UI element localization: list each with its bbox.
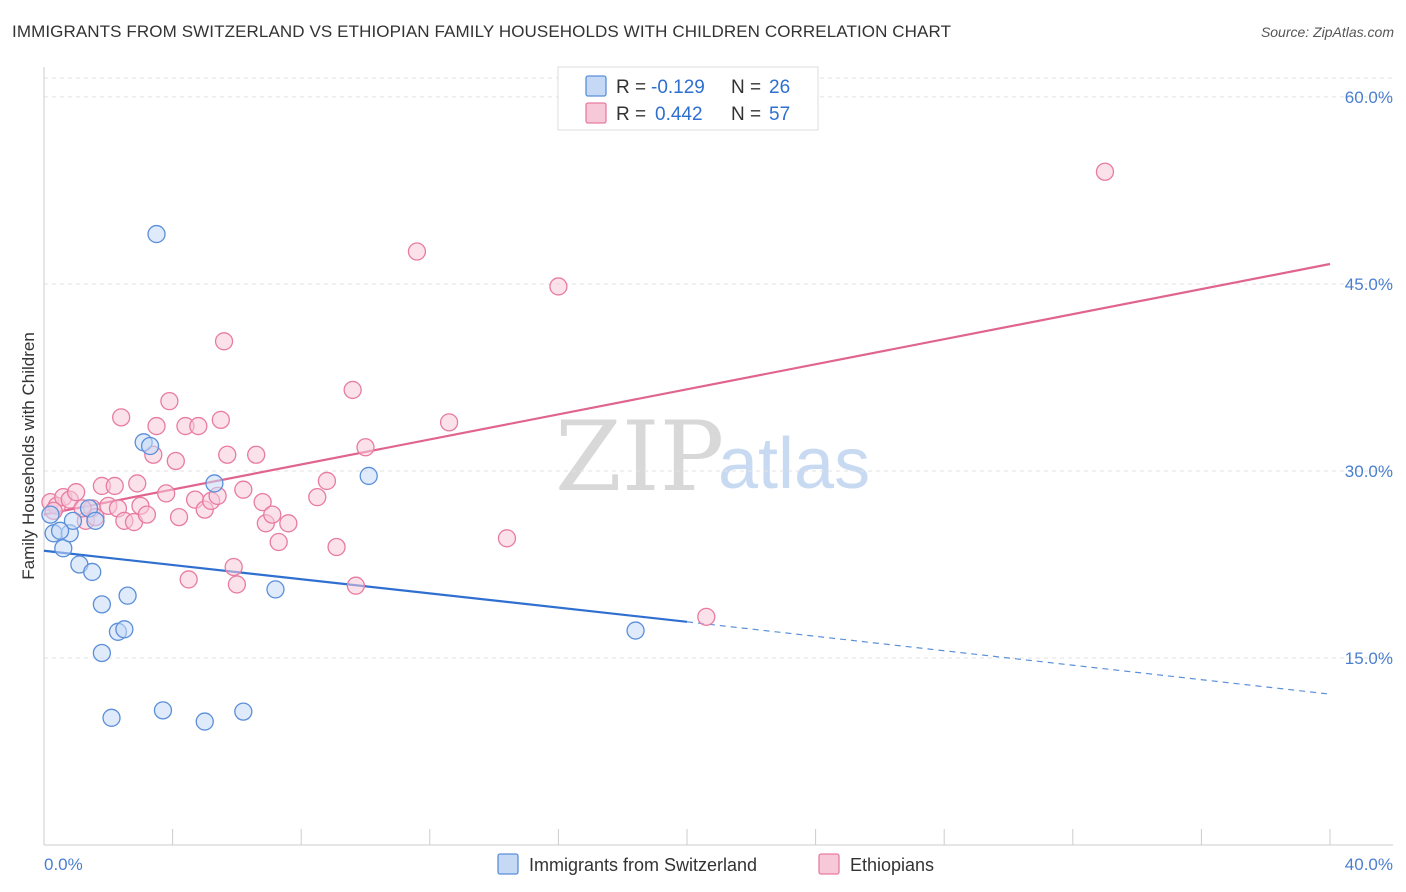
point-ethiopians-23 [169,507,189,527]
point-switzerland-13 [118,586,137,605]
point-ethiopians-12 [112,408,131,427]
legend-r-label-1: R = [616,77,646,98]
trend-lines [43,262,1331,695]
point-ethiopians-31 [211,410,230,430]
trend-line-switzerland-extension [686,621,1331,695]
axes [43,67,1393,846]
point-ethiopians-47 [346,576,366,595]
point-ethiopians-19 [147,416,166,436]
x-tick-label-min: 0.0% [44,855,83,874]
point-ethiopians-15 [128,474,147,493]
point-ethiopians-17 [137,505,157,524]
legend-swatch-ethiopians [585,102,607,124]
legend-n-label-2: N = [731,104,761,125]
watermark-atlas: atlas [718,424,870,504]
point-switzerland-18 [195,712,214,731]
y-tick-label-60: 60.0% [1345,88,1393,107]
point-ethiopians-54 [1095,162,1115,181]
point-ethiopians-20 [157,484,176,503]
series-legend-swatch-ethiopians [818,853,840,875]
point-switzerland-9 [92,643,112,663]
point-switzerland-23 [626,621,645,640]
correlation-legend: R = -0.129 N = 26 R = 0.442 N = 57 [557,66,819,131]
chart-title: IMMIGRANTS FROM SWITZERLAND VS ETHIOPIAN… [12,22,952,41]
point-ethiopians-32 [214,332,234,351]
legend-r-label-2: R = [616,104,646,125]
point-switzerland-22 [359,466,378,486]
point-ethiopians-36 [234,480,253,499]
point-ethiopians-40 [263,505,282,524]
point-switzerland-15 [140,436,160,456]
point-switzerland-20 [234,702,253,721]
legend-n-value-2: 57 [769,104,790,125]
point-ethiopians-33 [218,445,237,464]
point-ethiopians-37 [247,445,266,464]
legend-r-value-2: 0.442 [655,104,703,125]
legend-swatch-switzerland [585,75,607,97]
point-ethiopians-45 [327,537,346,557]
point-ethiopians-44 [317,471,337,491]
point-ethiopians-42 [279,514,298,533]
y-tick-labels: 15.0% 30.0% 45.0% 60.0% [1345,88,1393,668]
point-switzerland-25 [50,521,70,540]
point-ethiopians-21 [160,391,179,411]
legend-n-value-1: 26 [769,77,790,98]
grid-lines [44,77,1393,659]
point-ethiopians-48 [356,438,375,457]
x-tick-label-max: 40.0% [1345,855,1393,874]
y-tick-label-45: 45.0% [1345,275,1393,294]
point-ethiopians-34 [224,557,243,577]
point-switzerland-7 [86,511,105,530]
y-axis-title: Family Households with Children [19,332,38,580]
series-legend-swatch-switzerland [497,853,519,875]
point-switzerland-6 [83,562,102,582]
series-legend: Immigrants from Switzerland Ethiopians [497,853,934,875]
point-switzerland-3 [63,511,83,530]
point-ethiopians-22 [166,451,185,471]
series-legend-label-switzerland: Immigrants from Switzerland [529,855,757,875]
point-switzerland-8 [92,595,112,614]
y-tick-label-15: 15.0% [1345,649,1393,668]
point-ethiopians-50 [439,413,459,432]
point-ethiopians-51 [497,529,517,548]
point-ethiopians-53 [697,607,716,626]
point-ethiopians-49 [407,242,427,261]
trend-line-switzerland [43,549,688,623]
point-switzerland-16 [147,224,166,244]
point-switzerland-21 [266,580,285,599]
point-ethiopians-41 [269,532,288,552]
point-ethiopians-25 [179,570,198,589]
point-ethiopians-35 [227,575,247,594]
legend-n-label-1: N = [731,77,761,98]
point-switzerland-24 [41,505,60,524]
point-switzerland-17 [153,701,173,720]
point-switzerland-10 [102,708,121,727]
point-ethiopians-38 [253,492,272,512]
point-ethiopians-4 [67,483,86,502]
point-switzerland-19 [205,474,224,493]
point-ethiopians-52 [549,277,568,296]
point-switzerland-12 [115,620,134,639]
point-ethiopians-43 [308,487,327,507]
legend-r-value-1: -0.129 [651,77,705,98]
series-legend-label-ethiopians: Ethiopians [850,855,934,875]
data-points [41,162,1115,731]
point-ethiopians-46 [343,380,362,400]
source-credit: Source: ZipAtlas.com [1260,24,1394,40]
point-ethiopians-10 [105,476,124,496]
trend-line-ethiopians [43,262,1331,516]
y-tick-label-30: 30.0% [1345,462,1393,481]
point-ethiopians-27 [189,416,208,436]
watermark-zip: ZIP [555,401,724,513]
